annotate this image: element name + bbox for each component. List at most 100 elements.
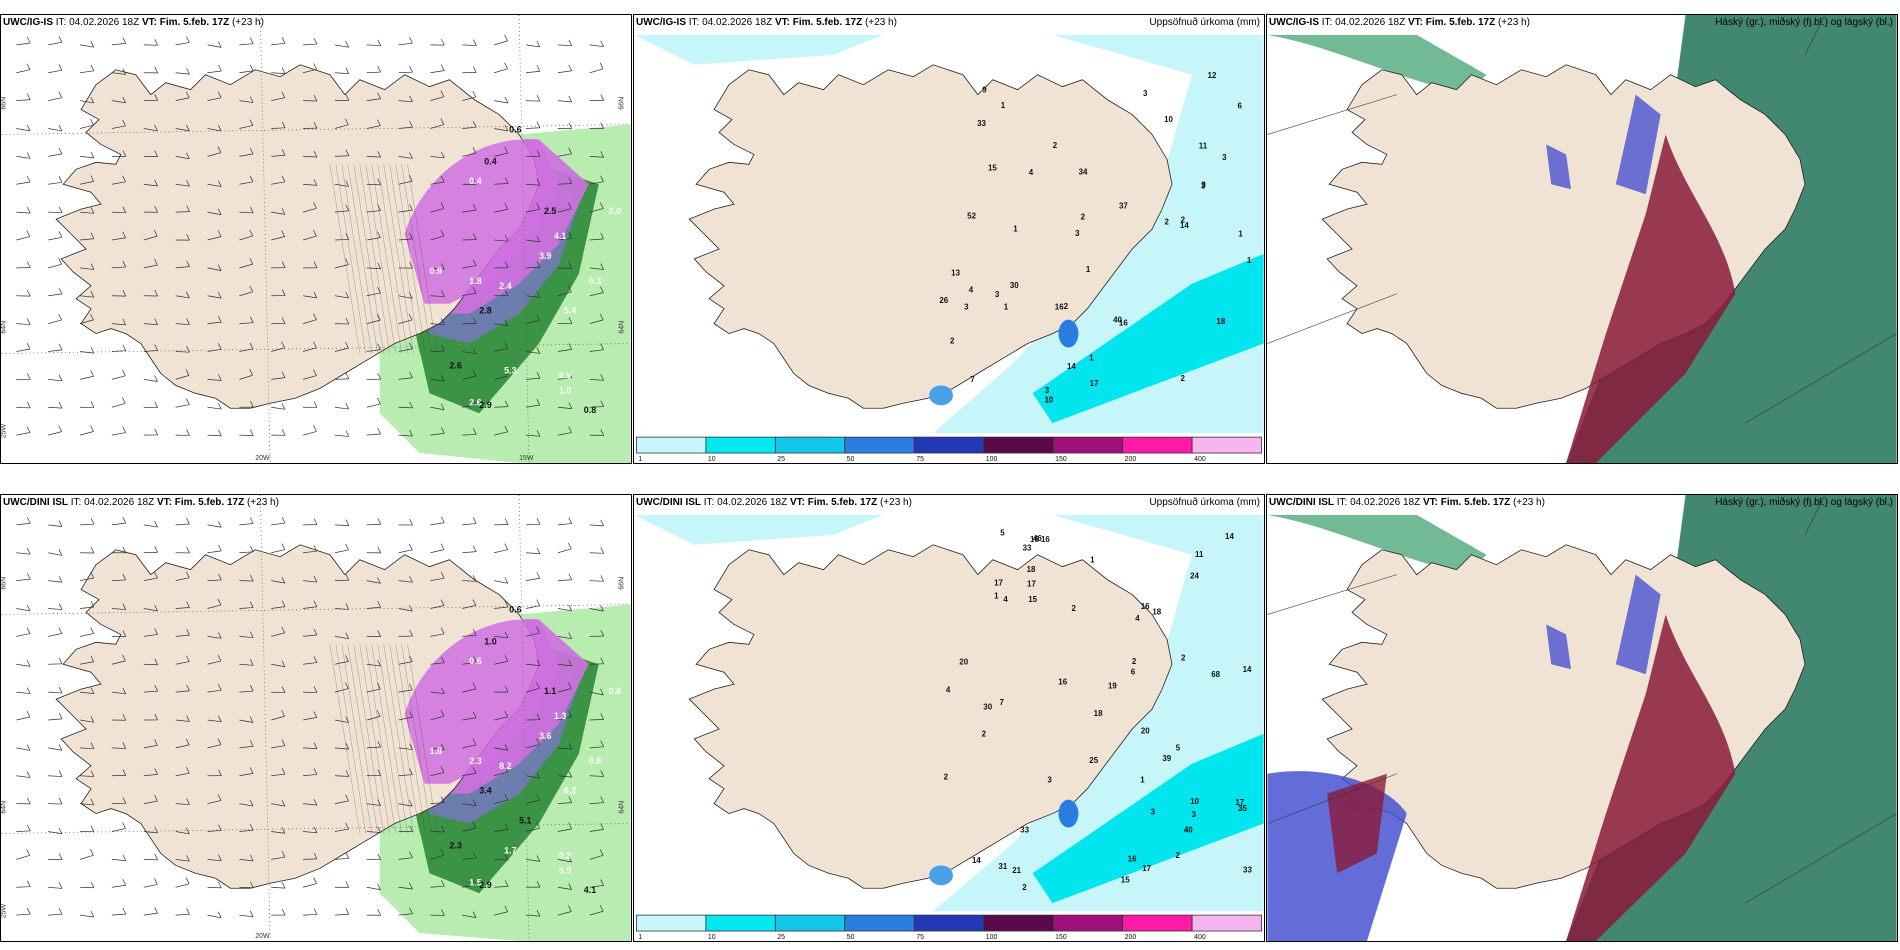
map[interactable]: 2223113222324551011254068314621183933331…	[634, 495, 1264, 941]
svg-text:9: 9	[982, 86, 987, 95]
svg-text:16: 16	[1141, 602, 1150, 611]
svg-text:2.3: 2.3	[469, 756, 481, 766]
svg-text:10: 10	[708, 456, 716, 463]
svg-text:12: 12	[1208, 71, 1217, 80]
svg-text:200: 200	[1125, 456, 1137, 463]
svg-text:64N: 64N	[1, 321, 7, 334]
svg-text:30: 30	[1010, 281, 1019, 290]
svg-text:17: 17	[1090, 379, 1099, 388]
svg-text:150: 150	[1055, 456, 1067, 463]
svg-text:1.1: 1.1	[544, 686, 556, 696]
svg-text:11: 11	[1195, 550, 1204, 559]
svg-text:1: 1	[1001, 101, 1006, 110]
svg-text:40: 40	[1184, 825, 1193, 834]
panel-title: UWC/DINI ISL IT: 04.02.2026 18Z VT: Fim.…	[1269, 497, 1545, 508]
svg-text:18: 18	[1027, 565, 1036, 574]
svg-text:4: 4	[969, 286, 974, 295]
svg-text:5: 5	[1176, 744, 1181, 753]
svg-text:64N: 64N	[1, 801, 7, 814]
svg-text:15: 15	[1028, 595, 1037, 604]
panel-precip-dini: UWC/DINI ISL IT: 04.02.2026 18Z VT: Fim.…	[633, 494, 1265, 942]
svg-text:6.2: 6.2	[564, 786, 576, 796]
svg-text:16: 16	[1058, 677, 1067, 686]
map[interactable]: 2221123321113376163452374033301416181415…	[634, 15, 1264, 463]
svg-text:3: 3	[1151, 808, 1156, 817]
svg-text:35: 35	[1238, 804, 1247, 813]
svg-text:2.9: 2.9	[479, 400, 491, 410]
svg-text:4: 4	[1135, 614, 1140, 623]
svg-text:10: 10	[1190, 797, 1199, 806]
svg-text:11: 11	[1199, 141, 1208, 150]
svg-text:6: 6	[1131, 668, 1136, 677]
svg-text:0.6: 0.6	[469, 656, 481, 666]
svg-text:20: 20	[959, 657, 968, 666]
svg-text:24: 24	[1190, 572, 1199, 581]
svg-text:64N: 64N	[619, 801, 626, 814]
map[interactable]	[1267, 15, 1897, 463]
svg-text:0.2: 0.2	[559, 850, 571, 860]
svg-text:3: 3	[1047, 775, 1052, 784]
svg-text:2: 2	[1181, 374, 1186, 383]
svg-text:400: 400	[1194, 456, 1206, 463]
svg-text:33: 33	[977, 119, 986, 128]
map[interactable]: 0.60.70.61.11.82.33.43.66.22.3 1.71.52.90…	[1, 495, 631, 941]
svg-text:5: 5	[1000, 528, 1005, 537]
svg-text:5.4: 5.4	[564, 306, 576, 316]
svg-text:17: 17	[1142, 864, 1151, 873]
svg-text:3: 3	[1192, 810, 1197, 819]
svg-text:1.0: 1.0	[484, 636, 496, 646]
panel-subtitle: Uppsöfnuð úrkoma (mm)	[1149, 17, 1260, 28]
svg-text:1.8: 1.8	[429, 746, 441, 756]
svg-text:1.5: 1.5	[469, 877, 481, 887]
panel-wind-dini: UWC/DINI ISL IT: 04.02.2026 18Z VT: Fim.…	[0, 494, 632, 942]
panel-subtitle: Uppsöfnuð úrkoma (mm)	[1149, 497, 1260, 508]
svg-text:17: 17	[994, 579, 1003, 588]
svg-text:0.9: 0.9	[559, 370, 571, 380]
svg-text:1: 1	[1140, 776, 1145, 785]
svg-text:25: 25	[1089, 756, 1098, 765]
svg-text:4.1: 4.1	[584, 885, 596, 895]
svg-text:15: 15	[1121, 875, 1130, 884]
svg-text:52: 52	[967, 211, 976, 220]
svg-text:75: 75	[916, 456, 924, 463]
svg-text:8.2: 8.2	[499, 761, 511, 771]
svg-text:33: 33	[1243, 865, 1252, 874]
panel-title: UWC/DINI ISL IT: 04.02.2026 18Z VT: Fim.…	[3, 497, 279, 508]
svg-text:2: 2	[944, 772, 949, 781]
svg-text:40: 40	[1113, 315, 1122, 324]
svg-text:100: 100	[986, 934, 998, 941]
svg-text:1: 1	[1090, 556, 1095, 565]
svg-text:3: 3	[964, 303, 969, 312]
svg-text:1: 1	[638, 934, 642, 941]
svg-text:2: 2	[1181, 216, 1186, 225]
panel-title: UWC/DINI ISL IT: 04.02.2026 18Z VT: Fim.…	[636, 497, 912, 508]
svg-text:3.4: 3.4	[479, 786, 491, 796]
map[interactable]	[1267, 495, 1897, 941]
svg-text:25W: 25W	[1, 423, 7, 438]
svg-text:13: 13	[951, 268, 960, 277]
svg-text:18: 18	[1094, 709, 1103, 718]
panel-cloud-ig: UWC/IG-IS IT: 04.02.2026 18Z VT: Fim. 5.…	[1266, 14, 1898, 464]
svg-text:1: 1	[994, 592, 999, 601]
svg-text:2: 2	[1053, 141, 1058, 150]
svg-text:66N: 66N	[619, 577, 626, 590]
panel-precip-ig: UWC/IG-IS IT: 04.02.2026 18Z VT: Fim. 5.…	[633, 14, 1265, 464]
svg-text:2.0: 2.0	[609, 206, 621, 216]
svg-text:1.0: 1.0	[559, 385, 571, 395]
svg-text:2.4: 2.4	[499, 281, 511, 291]
svg-text:2: 2	[982, 730, 987, 739]
map[interactable]: 0.60.50.42.50.91.82.83.95.42.6 5.32.62.90…	[1, 15, 631, 463]
svg-text:2: 2	[1081, 212, 1086, 221]
svg-text:16: 16	[1055, 302, 1064, 311]
svg-text:2: 2	[1022, 883, 1027, 892]
svg-text:20: 20	[1141, 726, 1150, 735]
svg-text:1: 1	[1089, 353, 1094, 362]
svg-text:0.4: 0.4	[469, 176, 481, 186]
svg-text:34: 34	[1079, 168, 1088, 177]
svg-text:7: 7	[999, 698, 1004, 707]
svg-text:30: 30	[983, 703, 992, 712]
svg-text:15W: 15W	[519, 455, 534, 462]
svg-text:50: 50	[847, 456, 855, 463]
svg-text:2.8: 2.8	[479, 306, 491, 316]
panel-subtitle: Háský (gr.), miðský (fj.bl.) og lágský (…	[1715, 17, 1893, 28]
